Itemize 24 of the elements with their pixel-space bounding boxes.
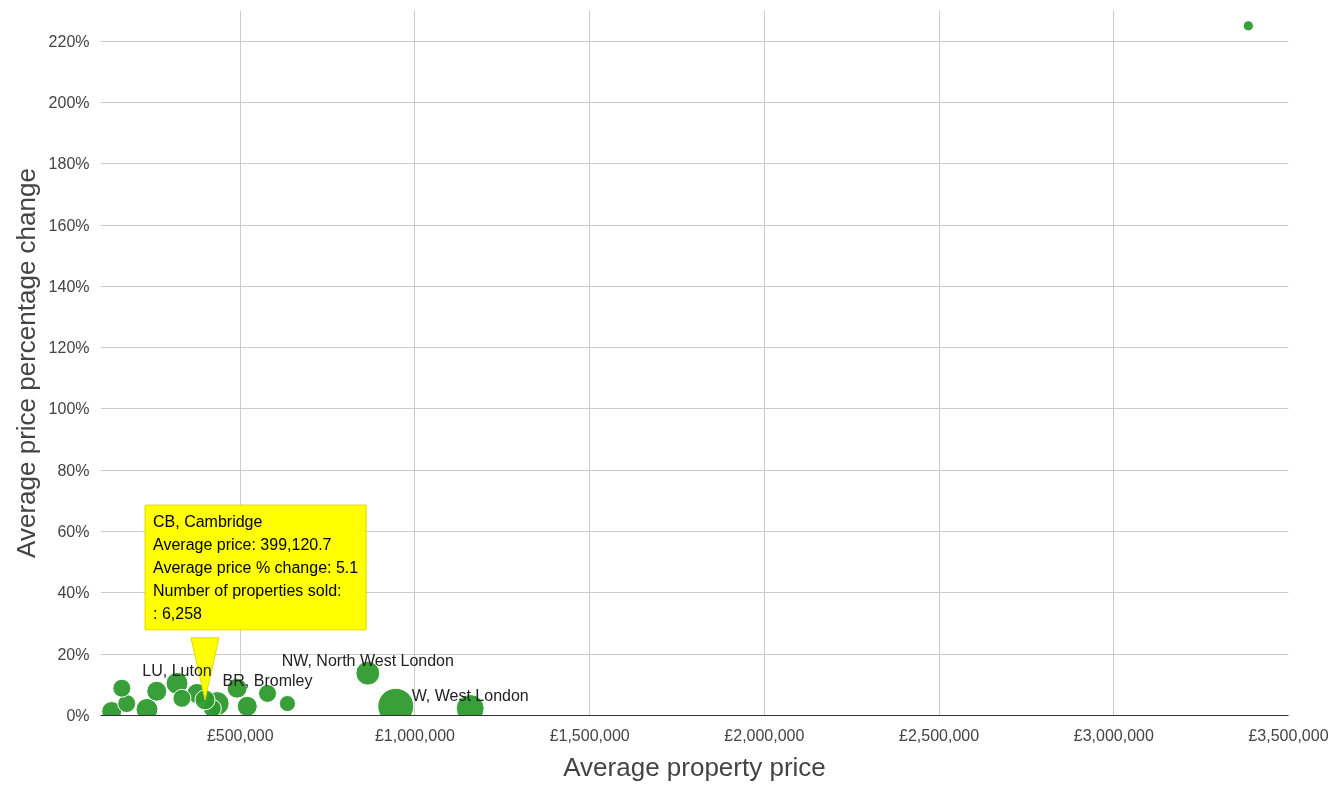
x-tick-label: £1,500,000: [549, 726, 630, 744]
y-tick-label: 80%: [57, 461, 90, 479]
y-axis-title: Average price percentage change: [10, 168, 41, 558]
x-tick-label: £2,500,000: [899, 726, 980, 744]
y-tick-label: 20%: [57, 645, 90, 663]
annotation: W, West London: [411, 687, 529, 705]
x-tick-label: £3,500,000: [1248, 726, 1329, 744]
y-tick-label: 0%: [66, 707, 90, 724]
x-tick-label: £2,000,000: [724, 726, 805, 744]
x-tick-label: £1,000,000: [374, 726, 456, 744]
y-tick-label: 60%: [57, 523, 90, 541]
y-tick-label: 40%: [57, 584, 90, 602]
x-axis-title: Average property price: [563, 751, 826, 782]
y-tick-label: 200%: [48, 93, 90, 111]
x-tick-label: £3,000,000: [1073, 726, 1154, 744]
y-tick-label: 220%: [48, 32, 90, 50]
y-tick-label: 140%: [48, 277, 90, 295]
y-tick-label: 160%: [48, 216, 90, 234]
y-tick-label: 120%: [48, 339, 90, 357]
y-tick-label: 180%: [48, 155, 90, 173]
x-tick-label: £500,000: [206, 726, 274, 744]
annotation: CB, Cambridge Average price: 399,120.7 Average price % change: 5.1 Number of properties sold: : 6,258: [153, 513, 359, 622]
y-tick-label: 100%: [48, 400, 90, 418]
annotation: NW, North West London: [281, 652, 454, 670]
